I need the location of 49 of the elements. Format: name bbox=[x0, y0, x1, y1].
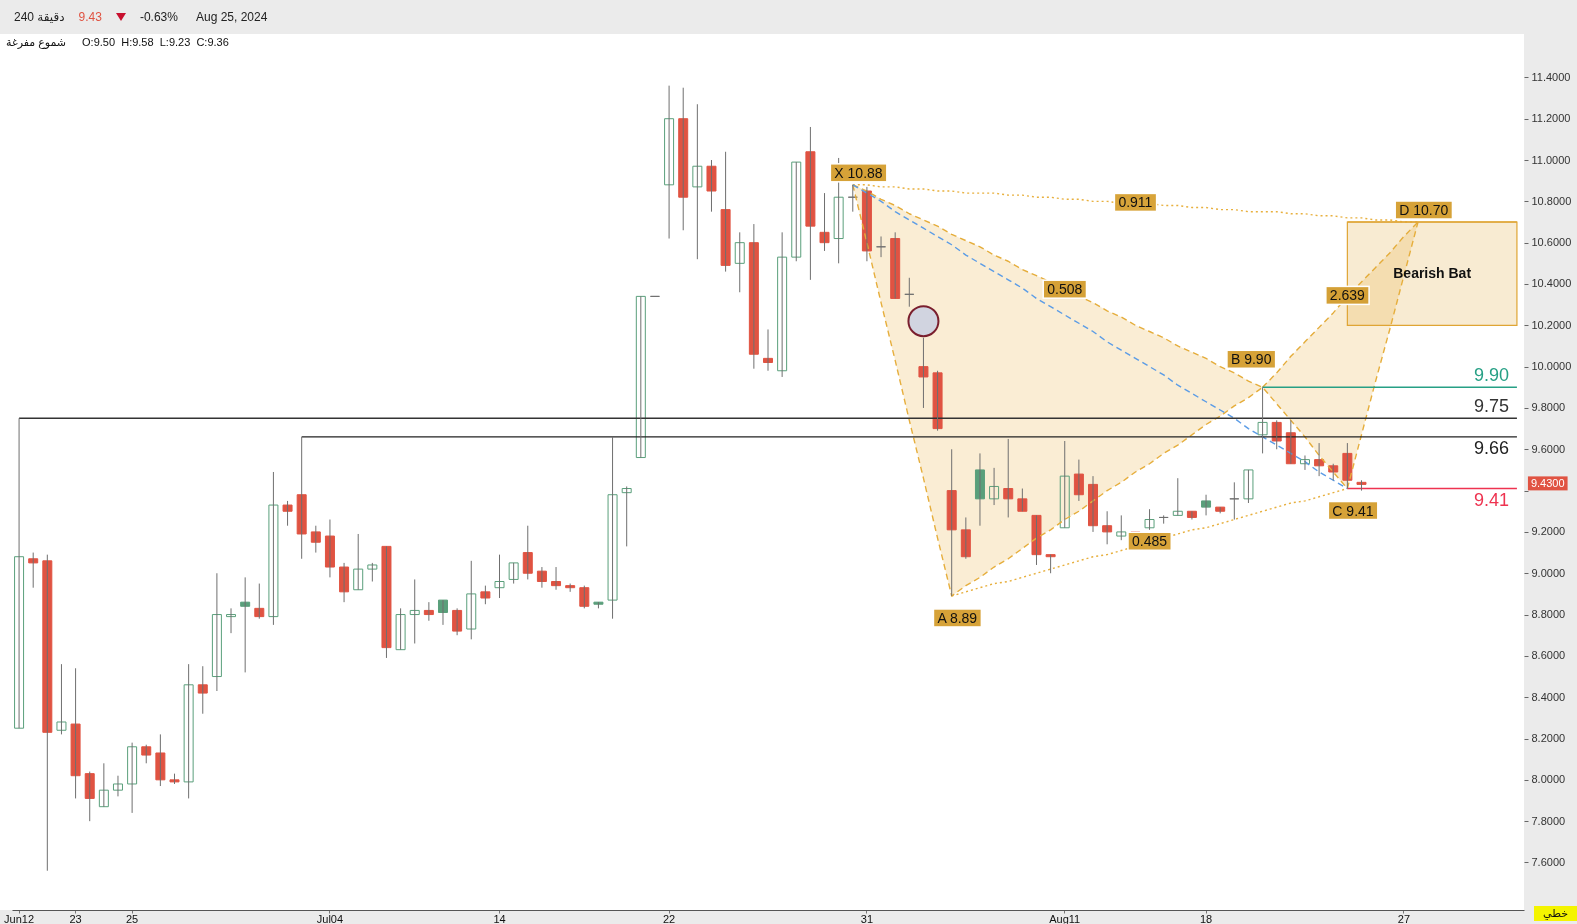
x-tick-label: 25 bbox=[125, 912, 139, 924]
series-label: 9.66 bbox=[1473, 437, 1509, 458]
y-tick-label: 10.8000 bbox=[1531, 194, 1572, 207]
x-tick-label: 23 bbox=[69, 912, 82, 924]
y-tick-label: 9.0000 bbox=[1531, 566, 1566, 579]
y-tick-label: 8.0000 bbox=[1531, 773, 1566, 786]
x-tick-label: 31 bbox=[860, 912, 874, 924]
series-label: 9.41 bbox=[1473, 489, 1509, 510]
y-tick-label: 8.4000 bbox=[1531, 690, 1566, 703]
data-label: X 10.88 bbox=[834, 164, 883, 181]
y-tick-label: 8.6000 bbox=[1531, 649, 1566, 662]
annotation: O:9.50 H:9.58 L:9.23 C:9.36 bbox=[82, 36, 229, 49]
x-tick-label: Aug11 bbox=[1049, 912, 1081, 924]
text: -0.63% bbox=[139, 10, 178, 24]
text: 9.43 bbox=[78, 10, 102, 24]
y-tick-label: 11.4000 bbox=[1531, 70, 1571, 83]
text: خطي bbox=[1534, 906, 1577, 921]
x-tick-label: Jul04 bbox=[316, 912, 344, 924]
y-tick-label: 9.6000 bbox=[1531, 442, 1566, 455]
series-label: 0.911 bbox=[1118, 194, 1153, 211]
y-tick-label: 10.2000 bbox=[1531, 318, 1572, 331]
y-tick-label: 8.2000 bbox=[1531, 732, 1566, 745]
text: Aug 25, 2024 bbox=[195, 10, 268, 24]
x-tick-label: 22 bbox=[662, 912, 676, 924]
x-tick-label: Jun12 bbox=[4, 912, 35, 924]
y-tick-label: 9.8000 bbox=[1531, 401, 1566, 414]
y-tick-label: 8.8000 bbox=[1531, 608, 1566, 621]
y-tick-label: 10.4000 bbox=[1531, 277, 1572, 290]
x-tick-label: 27 bbox=[1397, 912, 1411, 924]
series-label: 0.508 bbox=[1047, 281, 1083, 298]
y-tick-label: 9.2000 bbox=[1531, 525, 1566, 538]
y-tick-label: 10.6000 bbox=[1531, 236, 1572, 249]
y-tick-label: 11.0000 bbox=[1531, 153, 1571, 166]
y-tick-label: 7.8000 bbox=[1531, 814, 1566, 827]
data-label: A 8.89 bbox=[937, 609, 978, 626]
chart-title: 240 دقيقة bbox=[14, 10, 65, 24]
data-label: B 9.90 bbox=[1230, 351, 1272, 368]
y-tick-label: 10.0000 bbox=[1531, 360, 1572, 373]
series-label: 0.485 bbox=[1132, 533, 1168, 550]
series-label: 9.90 bbox=[1473, 365, 1509, 386]
y-tick-label: 11.2000 bbox=[1531, 112, 1571, 125]
y-tick-label: 7.6000 bbox=[1531, 855, 1566, 868]
data-label: C 9.41 bbox=[1332, 502, 1374, 519]
x-tick-label: 14 bbox=[493, 912, 506, 924]
x-tick-label: 18 bbox=[1199, 912, 1213, 924]
series-label: 9.75 bbox=[1473, 396, 1509, 417]
annotation: Bearish Bat bbox=[1393, 264, 1472, 281]
chart-subtitle: شموع مفرغة bbox=[6, 36, 67, 49]
data-label: D 10.70 bbox=[1399, 202, 1449, 219]
